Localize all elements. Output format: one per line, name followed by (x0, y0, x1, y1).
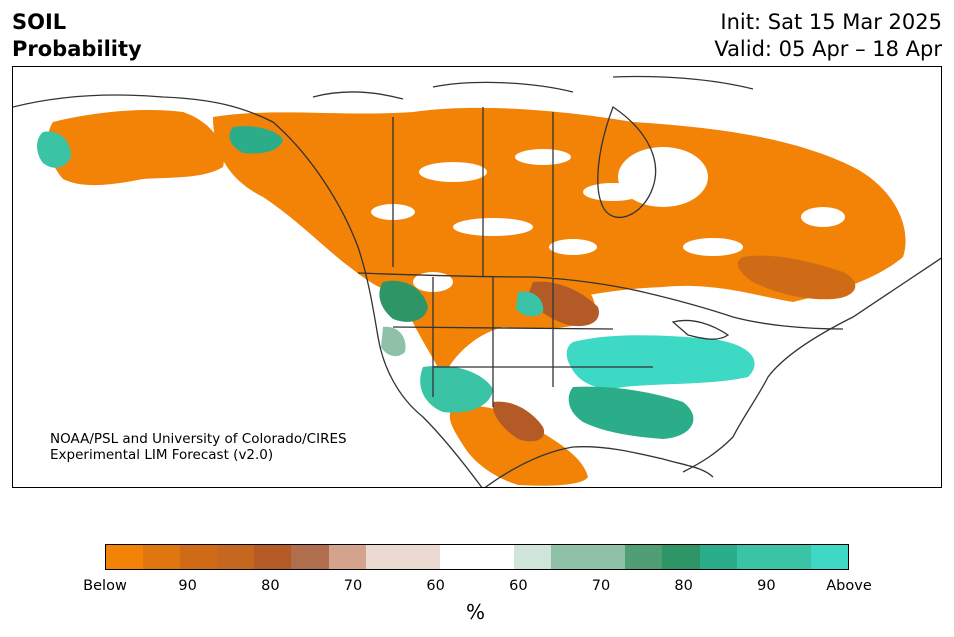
colorbar-segment (439, 545, 515, 569)
gulf-coastline (484, 446, 714, 487)
colorbar-tick-label: 70 (343, 578, 363, 594)
colorbar-segment (662, 545, 700, 569)
colorbar-tick-label: 90 (178, 578, 197, 594)
southeast-above-area (568, 386, 694, 439)
colorbar-tick-label: 70 (591, 578, 611, 594)
us-canada-border (357, 272, 844, 330)
hudson-bay-coast (597, 106, 657, 218)
colorbar-tick-label: 90 (757, 578, 776, 594)
colorbar-segment (551, 545, 626, 569)
colorbar-tick-label: 60 (426, 578, 445, 594)
colorbar-segment (365, 545, 440, 569)
colorbar-segment (254, 545, 292, 569)
map-title: SOIL Probability (12, 9, 142, 63)
rockies-above-area (516, 291, 544, 317)
colorbar-tick-label: 60 (509, 578, 528, 594)
colorbar-segment (217, 545, 255, 569)
colorbar-segment (699, 545, 737, 569)
pacific-coastline (13, 94, 483, 487)
colorbar-segment (328, 545, 366, 569)
ohio-valley-above-area (566, 335, 755, 389)
colorbar-unit: % (466, 600, 486, 624)
great-lakes (671, 319, 730, 340)
init-date: Init: Sat 15 Mar 2025 (720, 10, 942, 34)
colorbar-segment (810, 545, 848, 569)
texas-brown (492, 401, 545, 442)
colorbar-segment (106, 545, 144, 569)
title-variable: SOIL (12, 10, 67, 34)
map-canvas (13, 75, 941, 487)
title-type: Probability (12, 37, 142, 61)
alaska-below-area (47, 110, 224, 186)
colorbar-segment (180, 545, 218, 569)
geographic-outlines (13, 75, 941, 487)
credit-line-1: NOAA/PSL and University of Colorado/CIRE… (50, 431, 347, 447)
southern-plains-above-area (420, 365, 493, 413)
colorbar-tick-label: Above (826, 578, 872, 594)
probability-colorbar (105, 544, 849, 570)
canada-interior-brown (737, 255, 856, 300)
canada-below-area (213, 107, 906, 307)
atlantic-coastline (682, 257, 941, 473)
baja-above-area (381, 326, 406, 357)
below-normal-areas (47, 107, 906, 486)
colorbar-segment (625, 545, 663, 569)
colorbar-tick-labels: Below 90 80 70 60 60 70 80 90 Above (0, 578, 954, 598)
state-line-4 (392, 326, 614, 330)
yukon-above-area (229, 126, 283, 154)
colorbar-segment (514, 545, 552, 569)
above-normal-areas (37, 126, 755, 439)
interior-west-above-area (379, 280, 428, 322)
valid-dates: Valid: 05 Apr – 18 Apr (714, 37, 942, 61)
colorbar-tick-label: 80 (674, 578, 693, 594)
mexico-below-area (449, 405, 588, 486)
colorbar-segment (143, 545, 181, 569)
northern-plains-brown (528, 281, 599, 327)
forecast-dates: Init: Sat 15 Mar 2025 Valid: 05 Apr – 18… (714, 9, 942, 63)
forecast-map: NOAA/PSL and University of Colorado/CIRE… (12, 66, 942, 488)
colorbar-tick-label: 80 (261, 578, 280, 594)
colorbar-segment (736, 545, 811, 569)
colorbar-tick-label: Below (83, 578, 127, 594)
arctic-islands (312, 75, 754, 100)
colorbar-segment (291, 545, 329, 569)
alaska-above-area (37, 131, 71, 168)
credit-text: NOAA/PSL and University of Colorado/CIRE… (50, 431, 347, 463)
credit-line-2: Experimental LIM Forecast (v2.0) (50, 447, 274, 463)
